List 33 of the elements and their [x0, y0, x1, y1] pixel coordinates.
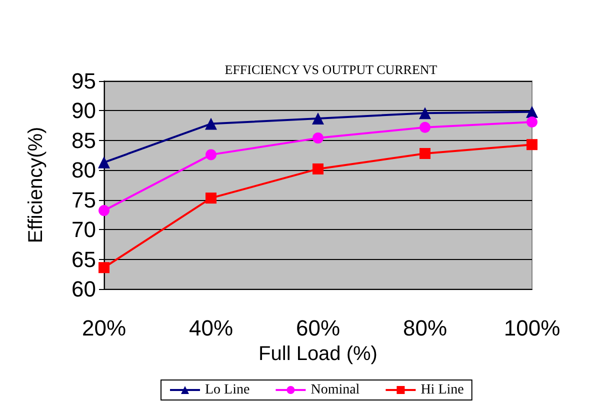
point — [312, 163, 324, 174]
point — [312, 112, 324, 124]
x-tick-label: 40% — [188, 316, 234, 340]
x-tick-label: 100% — [504, 316, 560, 340]
y-tick-label: 80 — [72, 158, 96, 183]
point — [98, 156, 110, 168]
y-tick-label: 60 — [72, 276, 96, 302]
x-tick-label: 60% — [296, 316, 340, 340]
point — [98, 262, 110, 274]
x-tick-label: 80% — [402, 316, 448, 340]
y-tick-label: 75 — [72, 187, 96, 212]
y-tick-label: 65 — [72, 246, 96, 272]
point — [98, 205, 110, 216]
y-tick-label: 85 — [72, 128, 96, 153]
x-tick-label: 20% — [82, 316, 126, 340]
legend-label: Nominal — [310, 382, 360, 398]
point — [206, 149, 216, 160]
y-tick-label: 95 — [72, 68, 96, 94]
y-axis-title: Efficiency(%) — [25, 126, 47, 244]
legend-label: Hi Line — [420, 382, 464, 398]
point — [312, 132, 324, 144]
point — [420, 122, 430, 133]
legend-label: Lo Line — [205, 382, 250, 398]
point — [205, 118, 217, 130]
x-axis-title: Full Load (%) — [258, 342, 378, 365]
point — [206, 192, 216, 204]
chart-title: EFFICIENCY VS OUTPUT CURRENT — [224, 62, 438, 77]
y-tick-label: 90 — [72, 98, 96, 124]
point — [526, 139, 538, 150]
y-tick-label: 70 — [72, 217, 96, 242]
point — [526, 116, 538, 128]
point — [420, 148, 430, 160]
point — [419, 107, 431, 120]
